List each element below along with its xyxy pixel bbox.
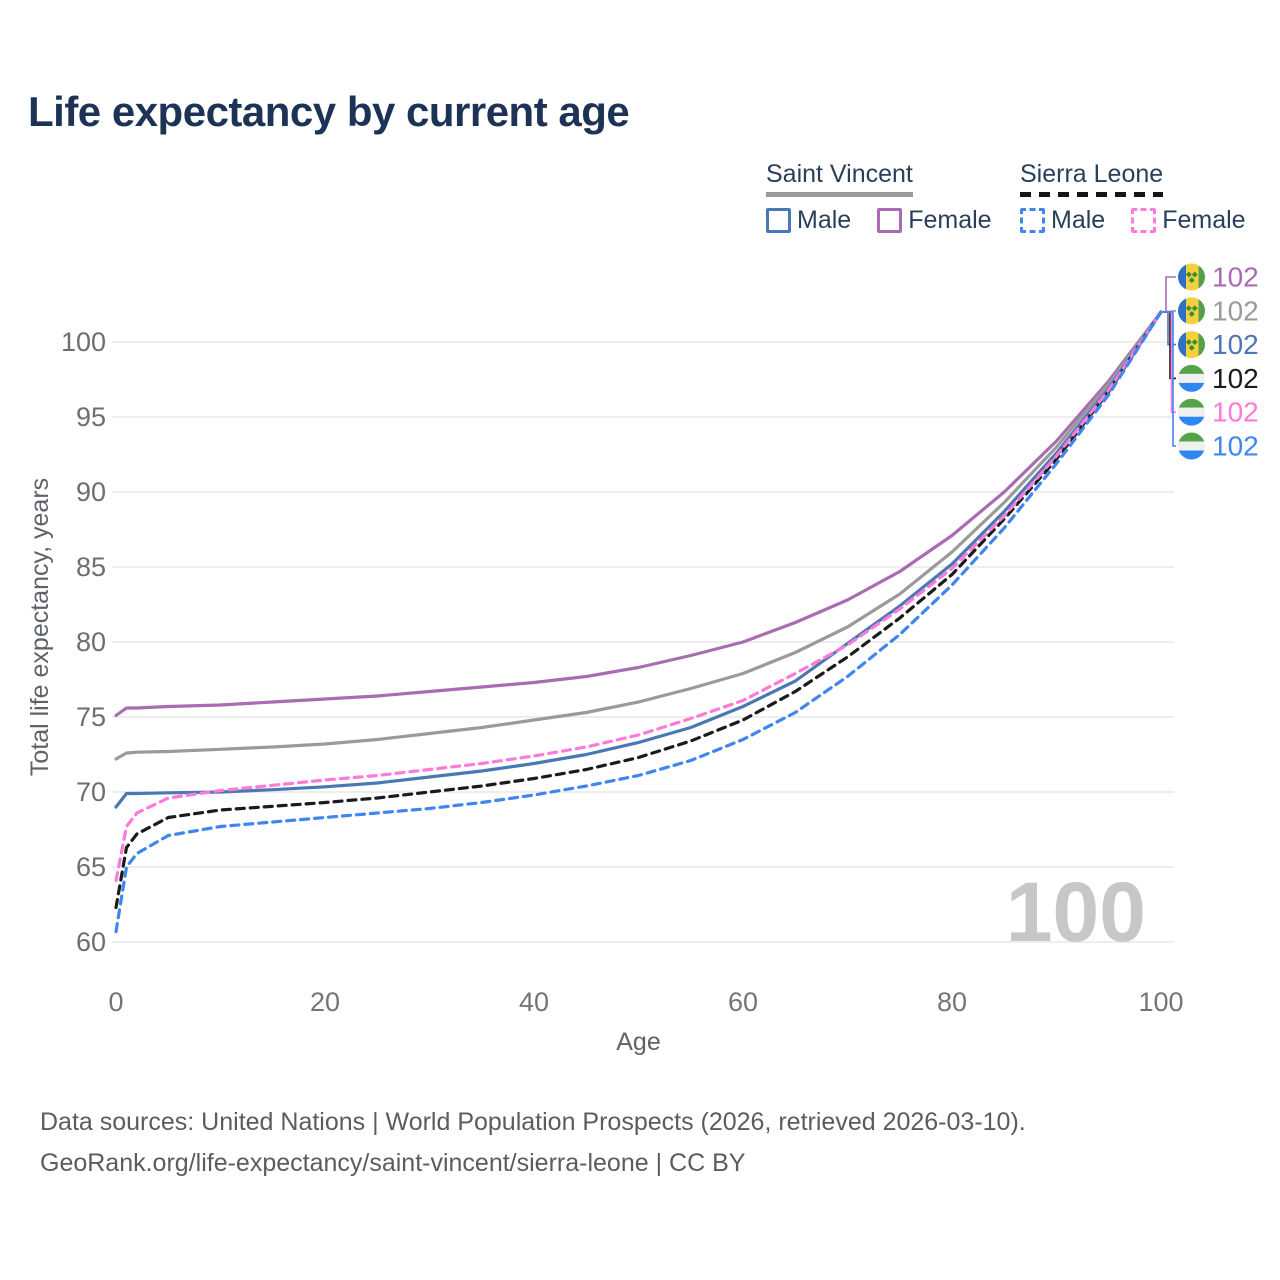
flag-icon-saint-vincent — [1178, 263, 1205, 291]
series-line-saint-vincent-female — [114, 310, 1163, 718]
flag-diamond — [1188, 311, 1195, 317]
flag-band-green — [1178, 398, 1205, 408]
legend-item-sierra-leone-female[interactable]: Female — [1131, 206, 1246, 235]
x-tick-label-20: 20 — [310, 987, 340, 1017]
legend-group-sierra-leone: Sierra Leone Male Female — [1020, 160, 1246, 235]
legend-key-box-icon[interactable] — [877, 208, 903, 233]
y-tick-label-95: 95 — [76, 402, 106, 432]
flag-band-blue — [1178, 331, 1186, 359]
y-tick-label-75: 75 — [76, 702, 106, 732]
flag-icon-sierra-leone — [1178, 432, 1205, 460]
end-value-label: 102 — [1212, 397, 1259, 428]
x-tick-label-0: 0 — [108, 987, 123, 1017]
age-watermark: 100 — [1006, 865, 1146, 959]
end-label-leader-line — [1162, 311, 1176, 413]
flag-band-blue — [1178, 450, 1205, 460]
y-tick-label-80: 80 — [76, 627, 106, 657]
flag-band-gold — [1186, 297, 1199, 325]
flag-icon-saint-vincent — [1178, 297, 1205, 325]
end-value-label: 102 — [1212, 295, 1259, 326]
x-tick-label-100: 100 — [1138, 987, 1183, 1017]
legend-item-saint-vincent-male[interactable]: Male — [766, 206, 851, 235]
flag-diamond — [1188, 277, 1195, 284]
y-tick-label-100: 100 — [61, 327, 106, 357]
flag-band-green — [1178, 432, 1205, 442]
y-tick-label-65: 65 — [76, 852, 106, 882]
flag-band-gold — [1186, 331, 1199, 359]
series-line-sierra-leone-male — [114, 310, 1163, 934]
flag-band-gold — [1186, 263, 1199, 291]
end-label-leader-line — [1162, 276, 1176, 313]
legend-item-saint-vincent-female[interactable]: Female — [877, 206, 992, 235]
legend-key-box-icon[interactable] — [1131, 208, 1157, 233]
flag-band-blue — [1178, 416, 1205, 426]
legend-row-sierra-leone: Male Female — [1020, 206, 1246, 235]
flag-band-green — [1198, 263, 1205, 291]
y-tick-label-90: 90 — [76, 477, 106, 507]
legend-header-saint-vincent: Saint Vincent — [766, 160, 913, 197]
flag-band-blue — [1178, 263, 1186, 291]
y-tick-label-60: 60 — [76, 927, 106, 957]
flag-band-white — [1178, 373, 1205, 383]
flag-band-green — [1198, 297, 1205, 325]
y-tick-label-70: 70 — [76, 777, 106, 807]
end-label-leader-line — [1162, 311, 1176, 447]
x-axis-title: Age — [616, 1028, 660, 1056]
flag-band-blue — [1178, 297, 1186, 325]
footer-attribution-link: GeoRank.org/life-expectancy/saint-vincen… — [40, 1149, 746, 1177]
legend-item-label: Female — [908, 206, 992, 234]
series-line-sierra-leone-female — [114, 310, 1163, 883]
x-tick-label-40: 40 — [519, 987, 549, 1017]
series-line-sierra-leone-both-sexes — [114, 310, 1163, 910]
y-axis-title: Total life expectancy, years — [26, 478, 54, 776]
legend-key-box-icon[interactable] — [766, 208, 791, 233]
flag-diamond — [1188, 344, 1195, 351]
series-line-saint-vincent-male — [114, 310, 1163, 809]
flag-band-blue — [1178, 382, 1205, 392]
legend-item-label: Male — [1051, 206, 1106, 234]
footer-data-sources: Data sources: United Nations | World Pop… — [40, 1108, 1026, 1136]
flag-band-green — [1198, 331, 1205, 359]
x-tick-label-80: 80 — [937, 987, 967, 1017]
flag-icon-sierra-leone — [1178, 364, 1205, 392]
flag-icon-sierra-leone — [1178, 398, 1205, 426]
legend-item-label: Male — [797, 206, 852, 234]
flag-band-white — [1178, 441, 1205, 451]
x-tick-label-60: 60 — [728, 987, 758, 1017]
end-value-label: 102 — [1212, 363, 1259, 394]
series-line-saint-vincent-both-sexes — [114, 310, 1163, 761]
y-tick-label-85: 85 — [76, 552, 106, 582]
legend-row-saint-vincent: Male Female — [766, 206, 992, 235]
legend-key-box-icon[interactable] — [1020, 208, 1045, 233]
page-title: Life expectancy by current age — [28, 88, 630, 135]
end-value-label: 102 — [1212, 262, 1259, 293]
legend-item-sierra-leone-male[interactable]: Male — [1020, 206, 1105, 235]
flag-icon-saint-vincent — [1178, 331, 1205, 359]
end-label-leader-line — [1162, 311, 1176, 346]
legend-header-sierra-leone: Sierra Leone — [1020, 160, 1164, 197]
flag-band-green — [1178, 364, 1205, 374]
legend-group-saint-vincent: Saint Vincent Male Female — [766, 160, 992, 235]
end-value-label: 102 — [1212, 329, 1259, 360]
legend-item-label: Female — [1162, 206, 1246, 234]
flag-band-white — [1178, 407, 1205, 417]
end-value-label: 102 — [1212, 431, 1259, 462]
